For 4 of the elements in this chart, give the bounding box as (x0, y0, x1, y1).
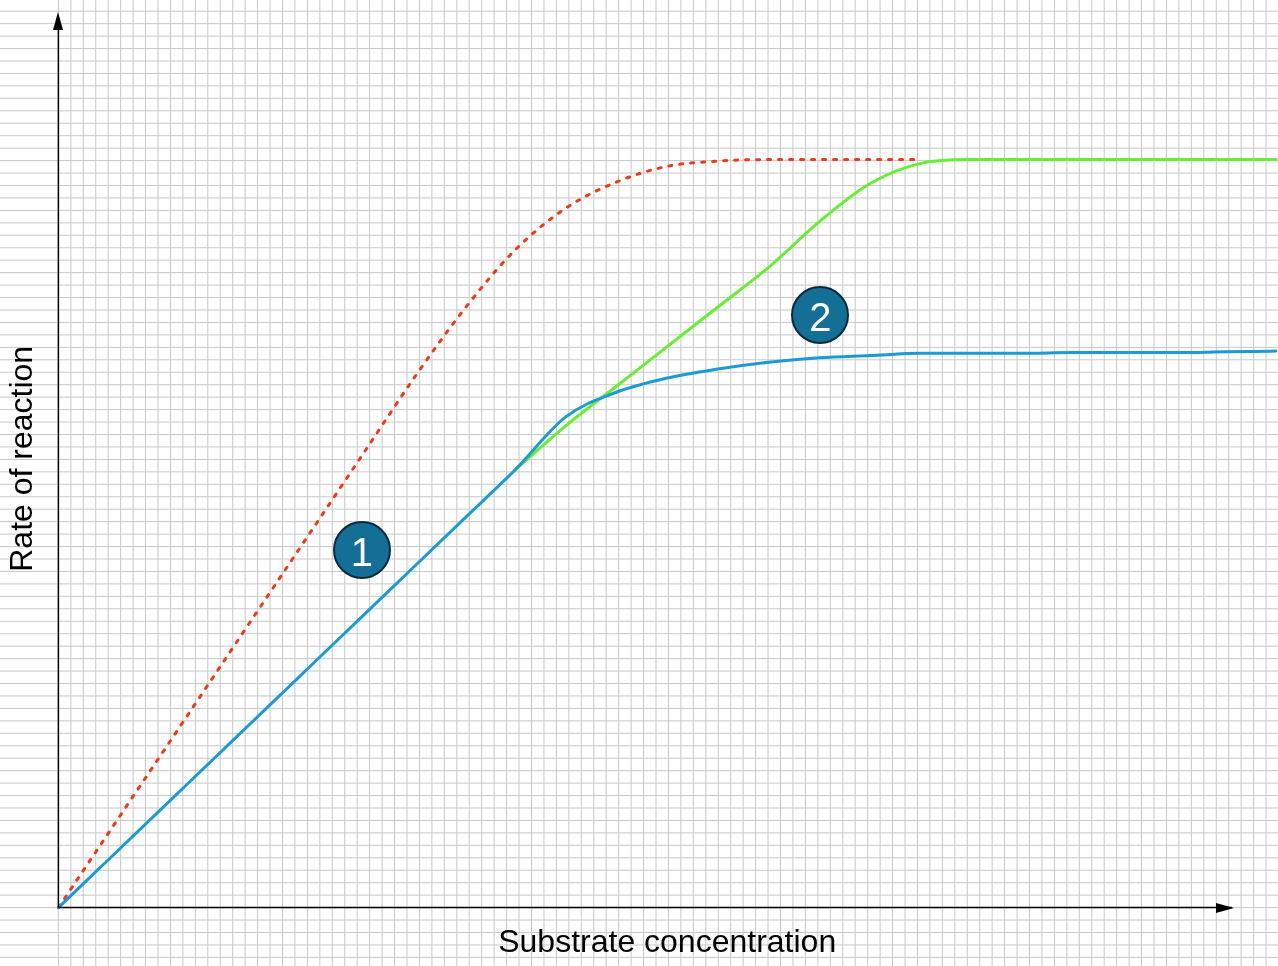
x-axis-title: Substrate concentration (498, 922, 837, 959)
numbered-badge: 2 (791, 285, 850, 344)
y-axis-title: Rate of reaction (3, 345, 40, 572)
numbered-badge: 1 (332, 521, 391, 580)
